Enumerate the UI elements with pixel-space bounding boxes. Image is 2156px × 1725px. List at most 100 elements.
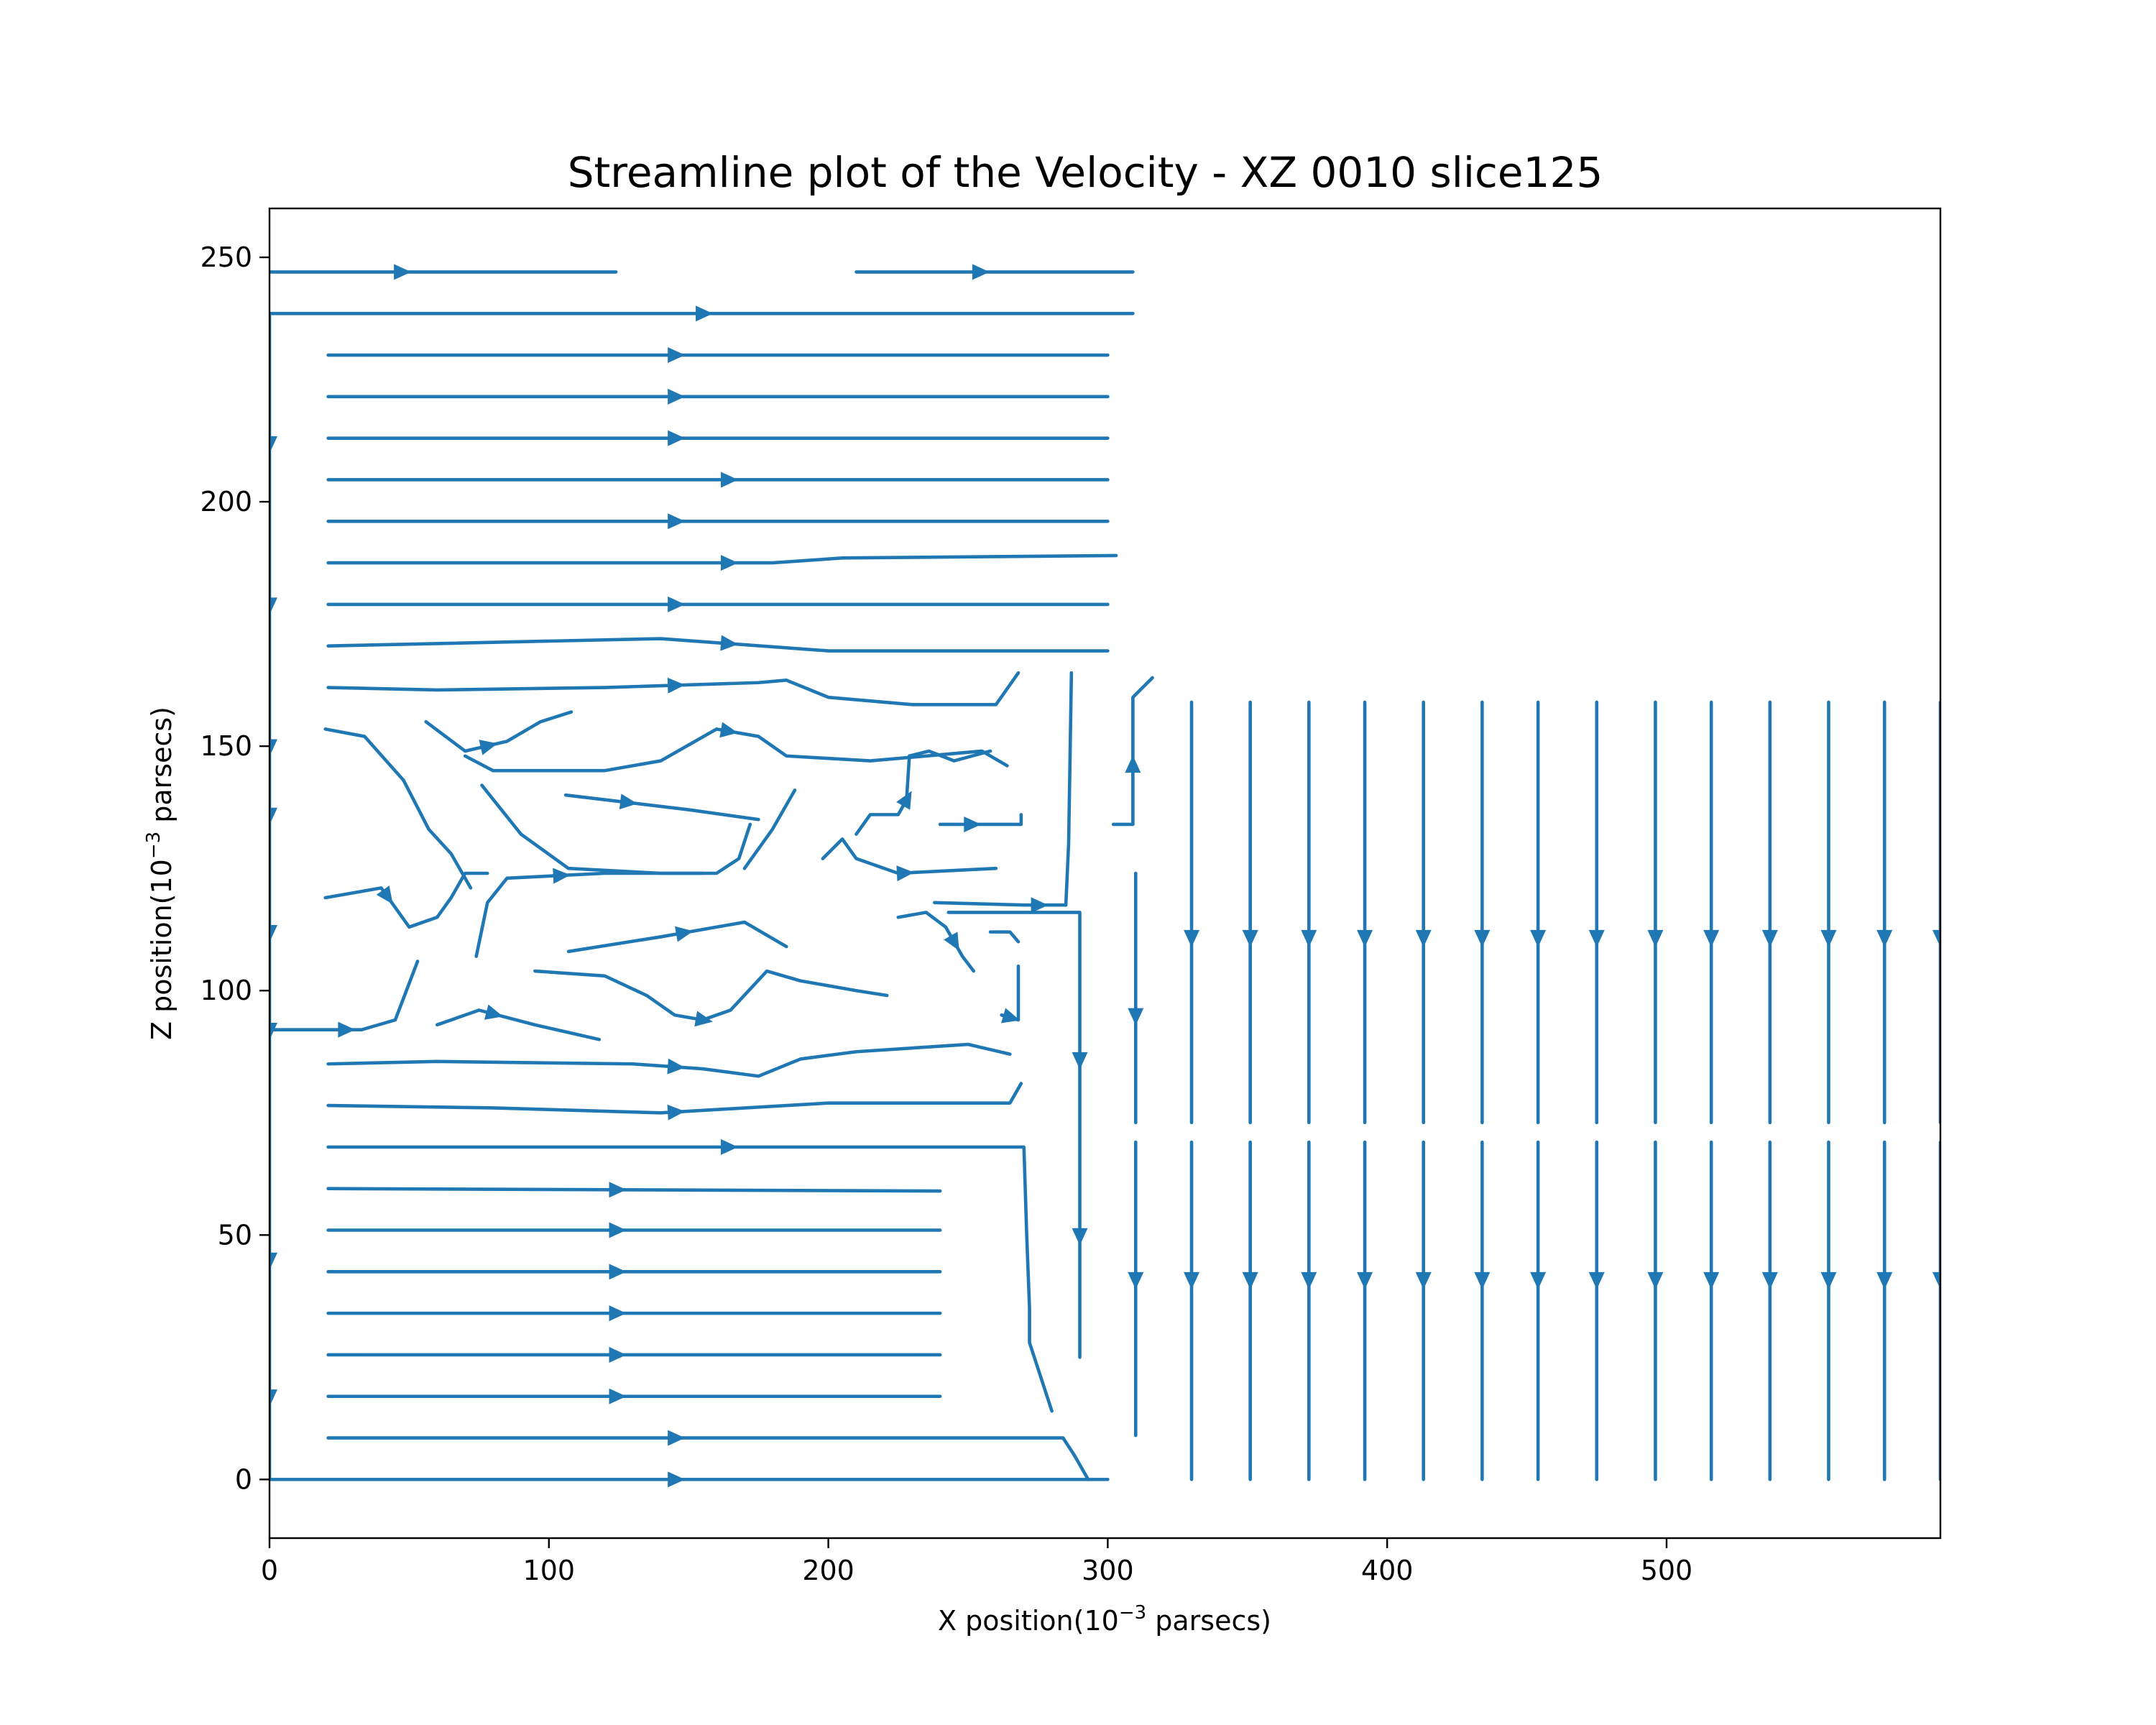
streamline-arrow — [1242, 1271, 1258, 1289]
streamline-arrow — [1072, 1052, 1088, 1070]
streamline-arrow — [668, 347, 686, 364]
streamline — [480, 783, 752, 875]
streamline — [326, 637, 1110, 653]
streamline — [326, 1436, 1090, 1481]
streamline-arrow — [1932, 929, 1940, 947]
streamline-arrow — [609, 1182, 627, 1198]
streamline-arrow — [270, 597, 277, 615]
streamline — [270, 960, 420, 1031]
streamline — [323, 727, 473, 890]
x-tick-label: 300 — [1082, 1555, 1134, 1586]
streamline-arrow — [1530, 929, 1547, 947]
streamlines — [270, 264, 1940, 1488]
streamline-arrow — [1301, 929, 1317, 947]
x-tick-label: 400 — [1361, 1555, 1414, 1586]
streamline-arrow — [270, 925, 277, 943]
streamline-arrow — [270, 1252, 277, 1270]
streamline-arrow — [667, 1104, 686, 1121]
streamline-arrow — [479, 740, 498, 755]
streamline — [326, 1145, 1054, 1413]
streamline-arrow — [1125, 755, 1141, 773]
streamline-arrow — [394, 264, 412, 280]
streamline-arrow — [609, 1388, 627, 1404]
streamline — [938, 813, 1023, 827]
y-tick-label: 250 — [200, 242, 252, 273]
streamline-arrow — [1588, 929, 1605, 947]
streamline-arrow — [1357, 1271, 1373, 1289]
streamline-arrow — [668, 388, 686, 405]
streamline-arrow — [667, 677, 686, 694]
streamline-arrow — [338, 1021, 356, 1038]
streamline — [435, 1008, 602, 1041]
y-axis-ticks: 0 50 100 150 200 250 — [200, 242, 270, 1495]
streamline-arrow — [376, 886, 393, 905]
streamline-arrow — [721, 555, 739, 571]
streamline — [821, 837, 998, 875]
streamline-arrow — [1647, 929, 1664, 947]
streamline-arrow — [696, 305, 714, 322]
streamline-arrow — [270, 1023, 277, 1041]
streamline-arrow — [668, 1430, 686, 1446]
streamline — [326, 1082, 1023, 1115]
streamline-arrow — [1242, 929, 1258, 947]
plot-frame — [268, 207, 1942, 1540]
streamline-arrow — [667, 1058, 686, 1075]
chart-title: Streamline plot of the Velocity - XZ 001… — [568, 148, 1603, 197]
streamline-arrow — [484, 1004, 503, 1020]
streamline-arrow — [1876, 1271, 1893, 1289]
y-tick-label: 100 — [200, 975, 252, 1006]
streamline-arrow — [668, 1471, 686, 1488]
streamline — [463, 727, 1009, 773]
streamline-arrow — [270, 807, 277, 825]
streamline-arrow — [1703, 1271, 1720, 1289]
y-tick-label: 200 — [200, 486, 252, 518]
streamline-arrow — [1184, 1271, 1200, 1289]
streamline-arrow — [944, 932, 959, 951]
streamline-arrow — [609, 1264, 627, 1280]
streamline-arrow — [553, 868, 571, 884]
streamline-arrow — [1128, 1008, 1144, 1026]
streamline-arrow — [896, 865, 914, 882]
streamline — [1111, 676, 1154, 827]
streamline-arrow — [1072, 1228, 1088, 1246]
streamline-arrow — [1031, 897, 1049, 914]
streamline-arrow — [720, 635, 738, 651]
streamline — [566, 920, 788, 954]
streamline-arrow — [1820, 929, 1837, 947]
streamline-arrow — [1876, 929, 1893, 947]
streamline-arrow — [1301, 1271, 1317, 1289]
streamline-arrow — [1184, 929, 1200, 947]
x-tick-label: 500 — [1641, 1555, 1693, 1586]
streamline — [326, 671, 1021, 707]
streamline-arrow — [896, 791, 912, 810]
streamline — [742, 788, 797, 870]
x-tick-label: 200 — [802, 1555, 854, 1586]
y-axis-label: Z position(10−3 parsecs) — [143, 707, 178, 1040]
streamline-arrow — [694, 1011, 713, 1027]
streamline-arrow — [619, 794, 637, 810]
streamline — [323, 871, 489, 929]
streamline-arrow — [1820, 1271, 1837, 1289]
streamline-arrow — [675, 926, 694, 942]
streamline-arrow — [609, 1346, 627, 1363]
streamline-arrow — [1530, 1271, 1547, 1289]
x-tick-label: 0 — [261, 1555, 278, 1586]
streamline-arrow — [609, 1222, 627, 1238]
streamline-arrow — [972, 264, 990, 280]
streamline-arrow — [1932, 1271, 1940, 1289]
streamline-arrow — [609, 1305, 627, 1322]
streamline — [326, 1042, 1012, 1078]
streamline-arrow — [719, 722, 738, 738]
streamline-arrow — [1415, 929, 1432, 947]
x-axis-label: X position(10−3 parsecs) — [938, 1602, 1271, 1637]
streamline-arrow — [270, 436, 277, 454]
x-axis-ticks: 0 100 200 300 400 500 — [261, 1538, 1692, 1586]
streamline-arrow — [1001, 1008, 1021, 1024]
y-tick-label: 50 — [218, 1219, 252, 1251]
streamline-arrow — [1474, 1271, 1491, 1289]
streamline-arrow — [721, 472, 739, 488]
streamline-arrow — [1588, 1271, 1605, 1289]
streamline — [326, 1187, 942, 1193]
streamline — [988, 930, 1021, 944]
